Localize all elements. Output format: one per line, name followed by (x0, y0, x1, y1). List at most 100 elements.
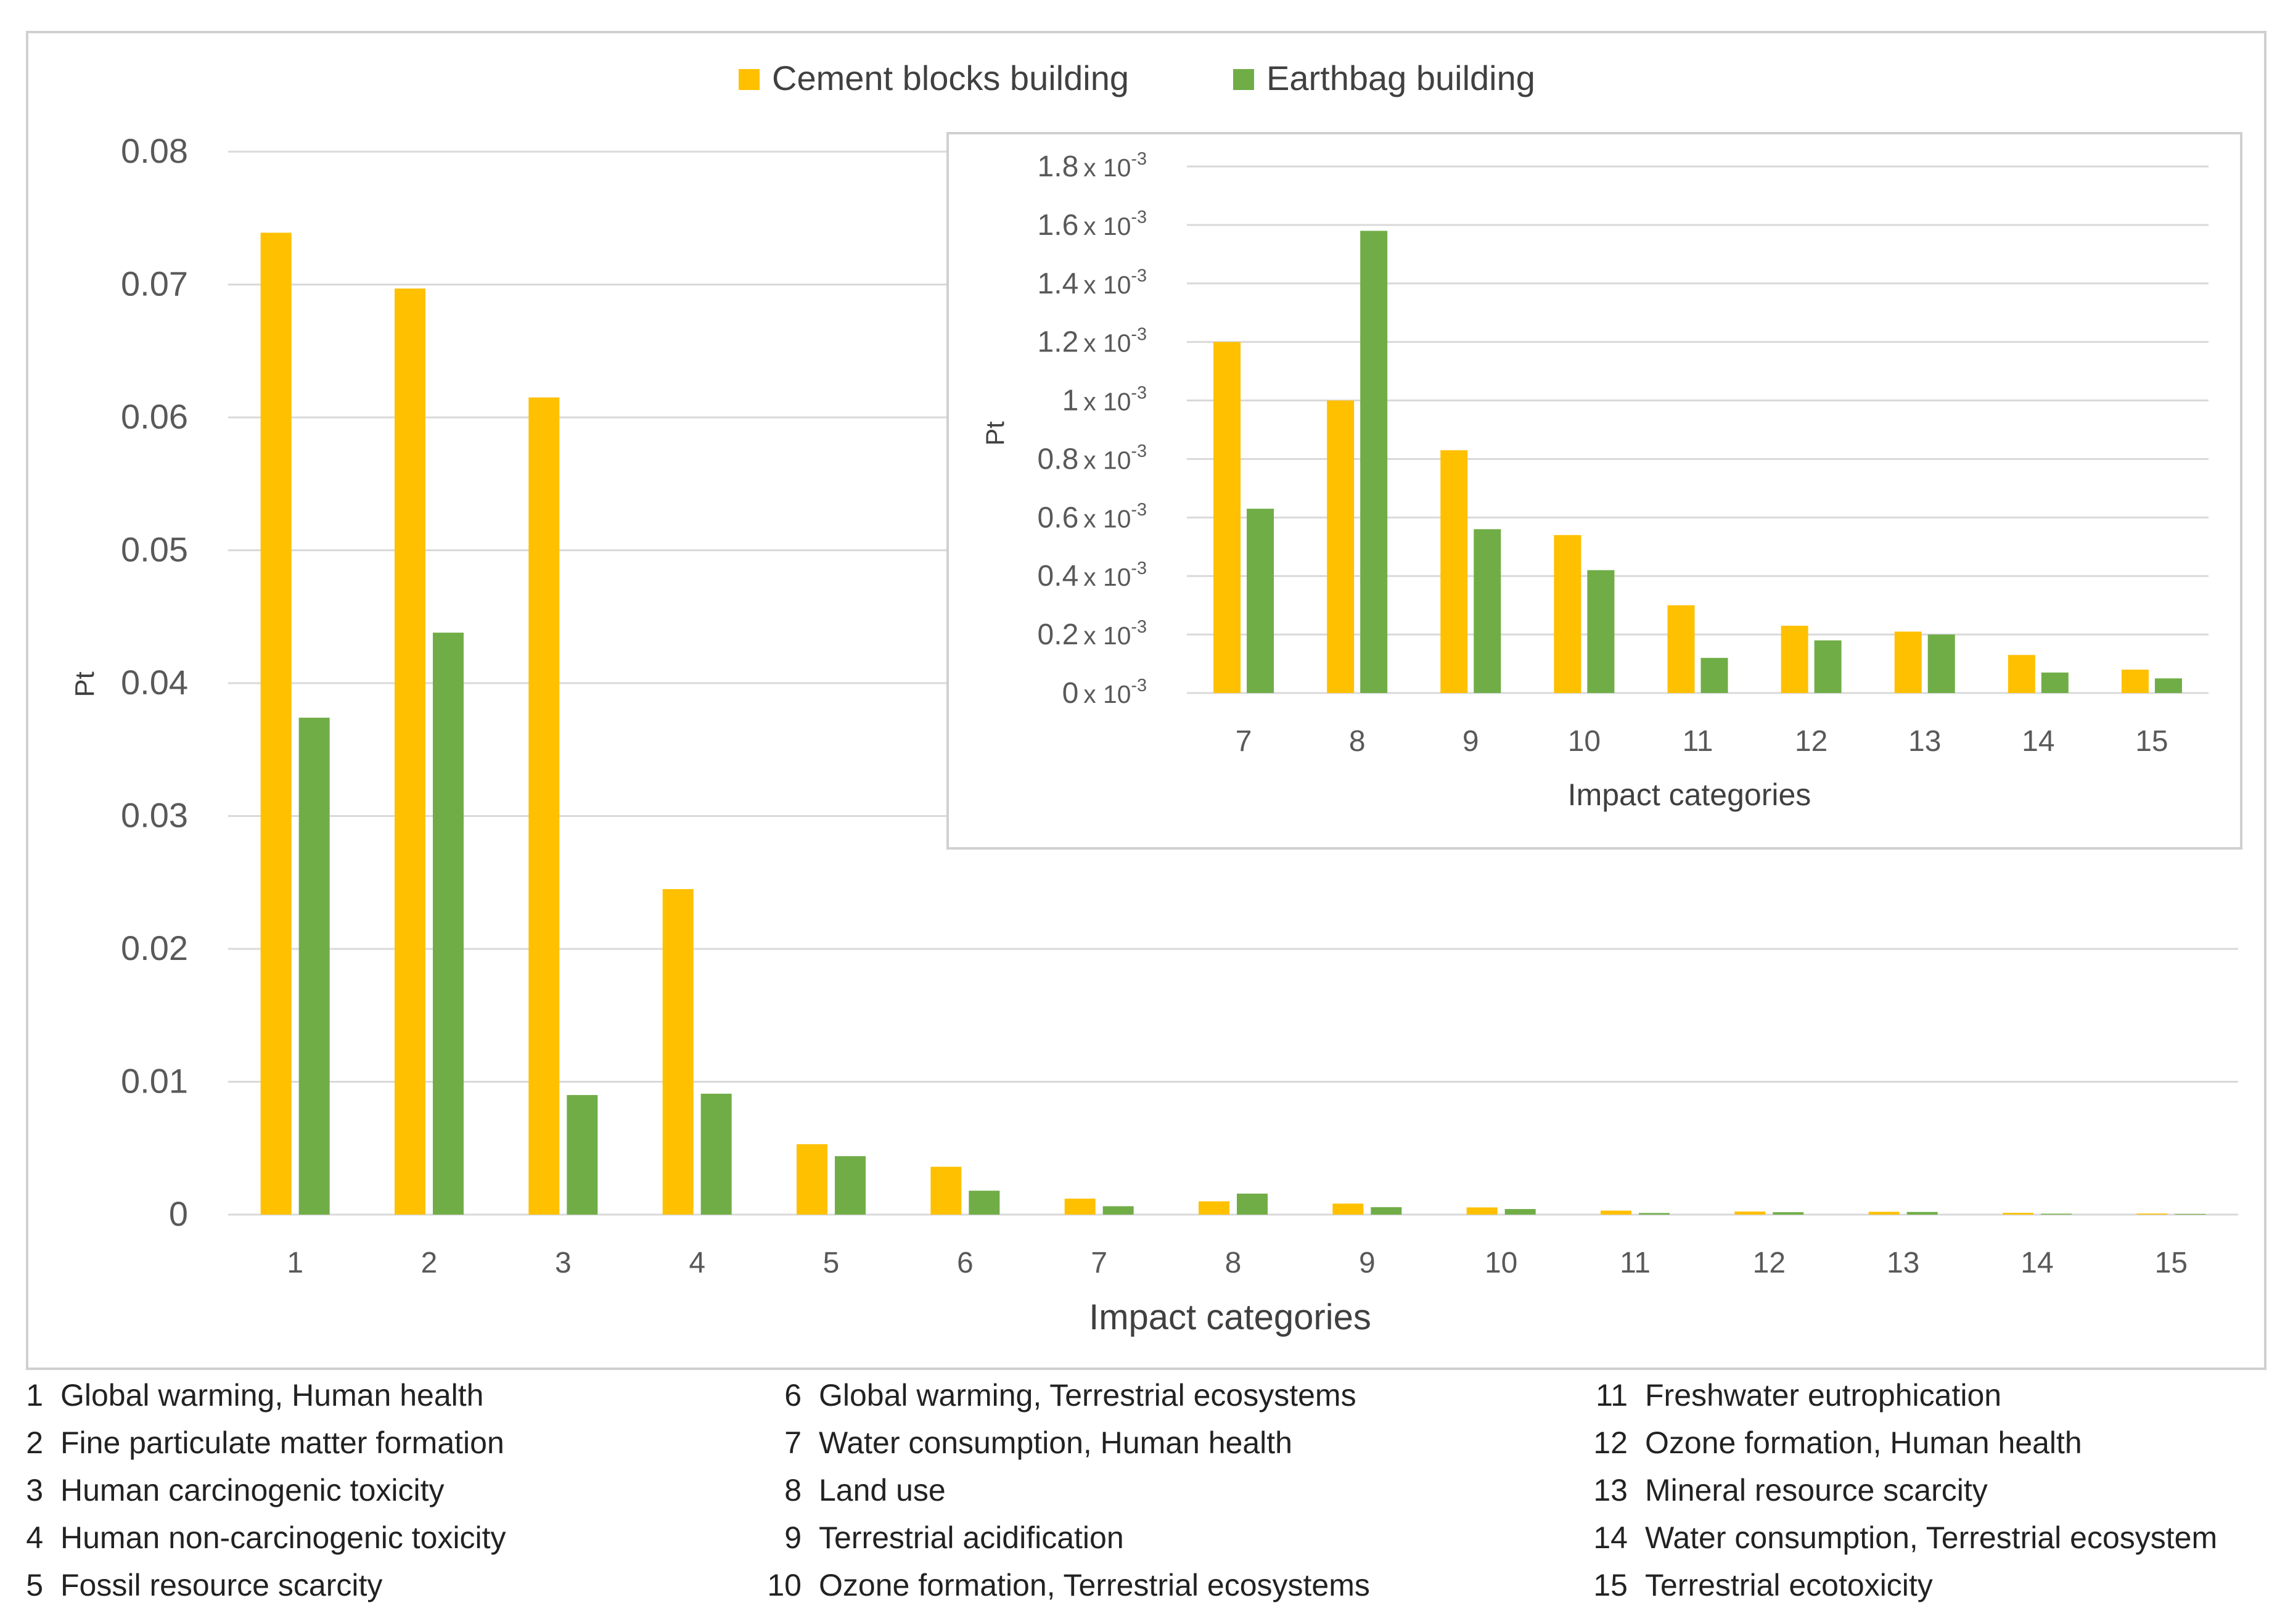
category-key-item: 1 Global warming, Human health (0, 1372, 789, 1419)
y-tick-exponent: -3 (1131, 676, 1147, 695)
category-key-number: 5 (26, 1568, 43, 1602)
x-tick-label: 12 (1753, 1247, 1786, 1279)
bar-cement-11 (1601, 1210, 1631, 1215)
category-key-label: Human carcinogenic toxicity (60, 1473, 445, 1507)
y-tick-label: 0 (169, 1194, 188, 1233)
x-tick-label: 15 (2155, 1247, 2188, 1279)
bar-earthbag-9 (1474, 529, 1501, 693)
y-tick-label: 0.01 (121, 1062, 188, 1101)
y-tick-exponent: -3 (1131, 149, 1147, 169)
y-tick-label: 0.06 (121, 397, 188, 436)
y-tick-label: 0.04 (121, 663, 188, 702)
x-tick-label: 14 (2020, 1247, 2053, 1279)
bar-earthbag-11 (1700, 658, 1728, 693)
category-key-label: Land use (819, 1473, 946, 1507)
legend-swatch-cement (739, 69, 760, 90)
category-key-item: 2 Fine particulate matter formation (0, 1419, 789, 1467)
category-key-item: 11 Freshwater eutrophication (1585, 1372, 2293, 1419)
category-key-item: 14 Water consumption, Terrestrial ecosyst… (1585, 1514, 2293, 1562)
bar-earthbag-9 (1371, 1207, 1402, 1215)
y-tick-label: 0.02 (121, 929, 188, 967)
category-key-column-3: 11 Freshwater eutrophication 12 Ozone forma… (1585, 1372, 2293, 1609)
x-tick-label: 7 (1091, 1247, 1107, 1279)
bar-cement-4 (662, 889, 694, 1215)
y-tick-exponent: -3 (1131, 500, 1147, 520)
y-tick-exponent: -3 (1131, 208, 1147, 228)
category-key-item: 13 Mineral resource scarcity (1585, 1467, 2293, 1514)
category-key-item: 10 Ozone formation, Terrestrial ecosystem… (758, 1562, 1548, 1609)
main-bars (260, 232, 2206, 1215)
x-tick-label: 2 (421, 1247, 438, 1279)
bar-cement-6 (930, 1167, 962, 1215)
bar-earthbag-8 (1237, 1193, 1268, 1215)
bar-cement-12 (1734, 1212, 1766, 1215)
bar-cement-9 (1440, 450, 1468, 693)
category-key-number: 7 (784, 1425, 802, 1460)
inset-x-tick-labels: 7 8 9 10 11 12 13 14 15 (1236, 725, 2168, 758)
category-key-number: 13 (1593, 1473, 1628, 1507)
bar-earthbag-10 (1504, 1208, 1536, 1215)
bar-cement-13 (1894, 631, 1922, 693)
bar-cement-13 (1868, 1212, 1900, 1215)
x-tick-label: 12 (1795, 725, 1827, 758)
category-key-number: 2 (26, 1425, 43, 1460)
y-tick-exponent: -3 (1131, 383, 1147, 403)
category-key-label: Freshwater eutrophication (1645, 1378, 2002, 1413)
y-tick-unit: x 10 (1083, 563, 1131, 591)
x-tick-label: 13 (1887, 1247, 1919, 1279)
category-key-label: Terrestrial acidification (819, 1520, 1124, 1555)
category-key-number: 14 (1593, 1520, 1628, 1555)
category-key-item: 9 Terrestrial acidification (758, 1514, 1548, 1562)
bar-cement-2 (395, 288, 425, 1215)
main-x-tick-labels: 1 2 3 4 5 6 7 8 9 10 11 12 13 14 15 (287, 1247, 2188, 1279)
category-key-number: 1 (26, 1378, 43, 1413)
bar-cement-7 (1213, 342, 1241, 693)
y-tick-label: 1.4 x 10-3 (1038, 266, 1147, 300)
category-key-number: 10 (767, 1568, 802, 1602)
y-tick-label: 1.6 x 10-3 (1038, 208, 1147, 242)
main-y-tick-labels: 0 0.01 0.02 0.03 0.04 0.05 0.06 0.07 0.08 (121, 131, 188, 1233)
main-x-axis-title: Impact categories (1089, 1297, 1371, 1337)
category-key-number: 12 (1593, 1425, 1628, 1460)
legend: Cement blocks building Earthbag building (739, 59, 1535, 97)
y-tick-label: 0.2 x 10-3 (1038, 617, 1147, 651)
category-key-label: Global warming, Human health (60, 1378, 484, 1413)
inset-gridlines (1187, 165, 2209, 694)
y-tick-exponent: -3 (1131, 617, 1147, 637)
category-key-label: Global warming, Terrestrial ecosystems (819, 1378, 1356, 1413)
y-tick-label: 0.03 (121, 796, 188, 835)
y-tick-label: 0.4 x 10-3 (1038, 559, 1147, 593)
x-tick-label: 10 (1485, 1247, 1517, 1279)
legend-label-earthbag: Earthbag building (1266, 59, 1535, 97)
y-tick-unit: x 10 (1083, 212, 1131, 240)
category-key-label: Fossil resource scarcity (60, 1568, 383, 1602)
y-tick-unit: x 10 (1083, 154, 1131, 182)
category-key-item: 15 Terrestrial ecotoxicity (1585, 1562, 2293, 1609)
category-key-number: 3 (26, 1473, 43, 1507)
bar-cement-9 (1332, 1204, 1364, 1215)
main-y-axis-title: Pt (70, 671, 100, 697)
category-key-column-2: 6 Global warming, Terrestrial ecosystems 7… (758, 1372, 1548, 1609)
inset-frame (946, 132, 2242, 850)
bar-earthbag-13 (1906, 1212, 1938, 1215)
legend-label-cement: Cement blocks building (772, 59, 1129, 97)
x-tick-label: 13 (1908, 725, 1941, 758)
y-tick-unit: x 10 (1083, 621, 1131, 650)
x-tick-label: 5 (823, 1247, 840, 1279)
y-tick-unit: x 10 (1083, 388, 1131, 416)
bar-earthbag-4 (700, 1093, 732, 1215)
category-key-number: 6 (784, 1378, 802, 1413)
bar-earthbag-14 (2041, 1213, 2072, 1215)
bar-cement-8 (1327, 400, 1355, 693)
category-key-label: Mineral resource scarcity (1645, 1473, 1988, 1507)
x-tick-label: 8 (1349, 725, 1366, 758)
bar-cement-7 (1064, 1199, 1096, 1215)
bar-earthbag-2 (433, 633, 464, 1215)
x-tick-label: 10 (1568, 725, 1601, 758)
y-tick-label: 0.08 (121, 131, 188, 170)
x-tick-label: 15 (2135, 725, 2168, 758)
bar-earthbag-8 (1360, 231, 1388, 693)
bar-cement-14 (2008, 655, 2035, 693)
